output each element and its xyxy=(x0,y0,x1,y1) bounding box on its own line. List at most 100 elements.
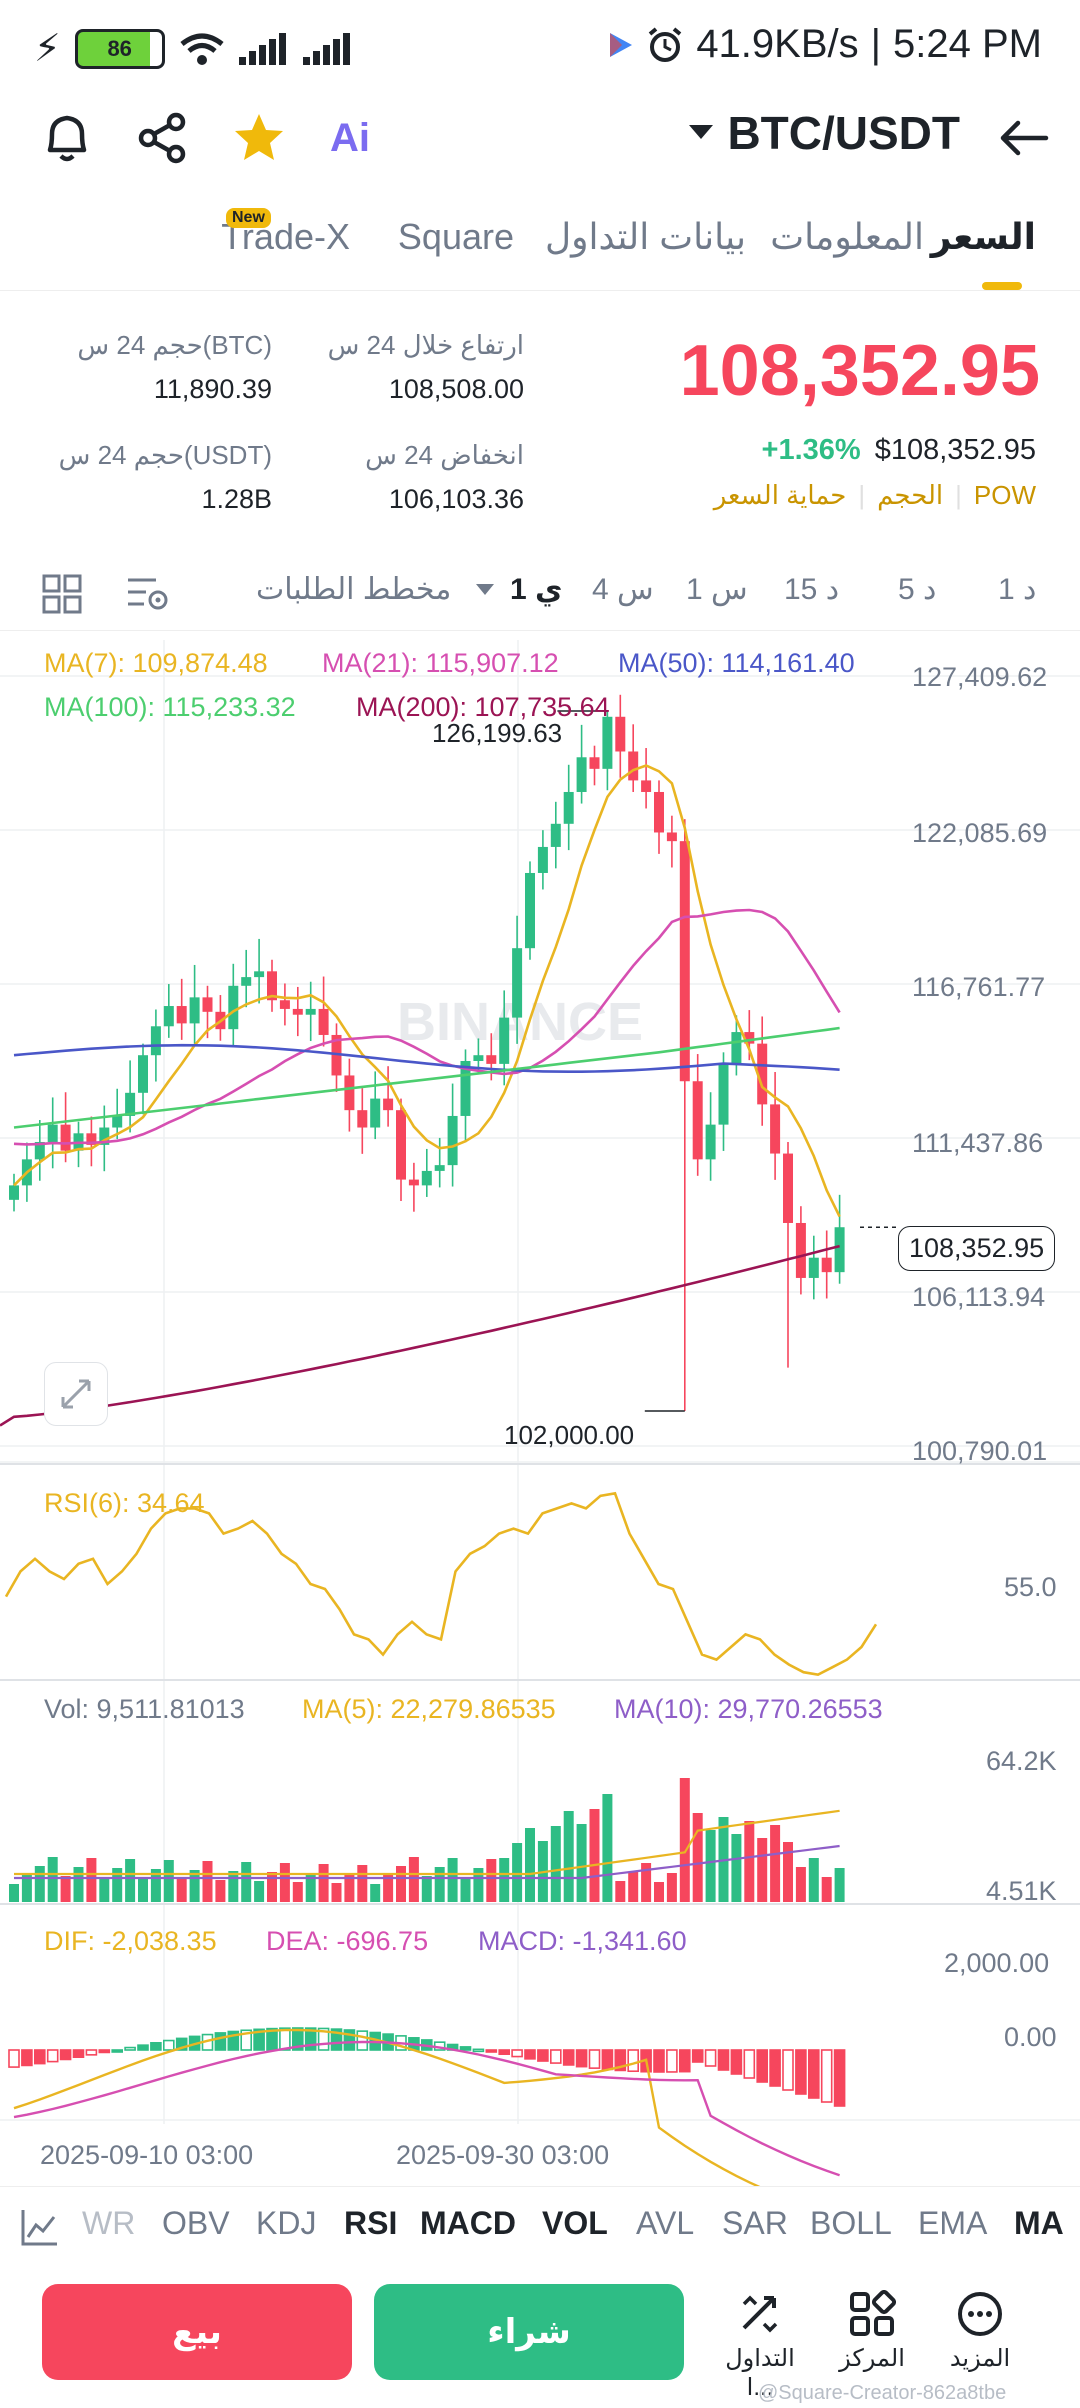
dea-line xyxy=(13,2040,840,2177)
volume-bar xyxy=(408,1857,419,1902)
indicator-sar[interactable]: SAR xyxy=(722,2205,788,2241)
indicator-avl[interactable]: AVL xyxy=(636,2205,695,2241)
candle-body xyxy=(808,1257,819,1278)
volume-bar xyxy=(305,1873,316,1902)
timeframe-1m[interactable]: 1 د xyxy=(998,573,1037,606)
volume-bar xyxy=(254,1881,265,1902)
high-marker: 126,199.63 xyxy=(432,718,563,748)
bottom-action-bar: بيع شراء التداول ا... المركز المزيد @Squ… xyxy=(0,2266,1080,2408)
pair-title: BTC/USDT xyxy=(727,107,960,159)
volume-bar xyxy=(473,1868,484,1902)
volume-bar xyxy=(138,1878,148,1902)
candle-body xyxy=(434,1165,445,1171)
ma100-label: MA(100): 115,233.32 xyxy=(44,692,296,722)
timeframe-1d[interactable]: 1 ي xyxy=(510,573,563,606)
bell-icon[interactable] xyxy=(40,110,94,166)
macd-bar xyxy=(820,2049,833,2103)
candle-body xyxy=(550,823,561,847)
volume-bar xyxy=(99,1877,110,1902)
ai-button[interactable]: Ai xyxy=(330,116,370,160)
macd-bar xyxy=(511,2049,523,2058)
macd-bar xyxy=(537,2049,549,2062)
volume-bar xyxy=(757,1838,768,1902)
timeframe-1h[interactable]: 1 س xyxy=(686,573,748,606)
fullscreen-button[interactable] xyxy=(44,1362,108,1426)
date-label-1: 2025-09-10 03:00 xyxy=(40,2140,254,2170)
indicator-ema[interactable]: EMA xyxy=(918,2205,988,2241)
timeframe-caret-icon[interactable] xyxy=(476,584,494,596)
macd-bar xyxy=(98,2049,111,2054)
tab-price[interactable]: السعر xyxy=(930,216,1036,257)
candle-body xyxy=(757,1043,768,1105)
volume-bar xyxy=(73,1867,84,1902)
tab-trading-data[interactable]: بيانات التداول xyxy=(544,216,746,257)
star-icon[interactable] xyxy=(232,112,286,164)
macd-bar xyxy=(124,2046,136,2051)
indicator-kdj[interactable]: KDJ xyxy=(256,2205,317,2241)
sell-button[interactable]: بيع xyxy=(42,2284,352,2380)
moving-average-lines xyxy=(0,764,841,1427)
buy-button[interactable]: شراء xyxy=(374,2284,684,2380)
indicator-rsi[interactable]: RSI xyxy=(344,2205,398,2241)
volume-bar xyxy=(357,1865,368,1902)
pair-selector[interactable]: BTC/USDT xyxy=(689,106,960,160)
macd-bar xyxy=(8,2049,20,2068)
chart-settings-icon[interactable] xyxy=(126,574,170,614)
kline-chart[interactable]: BINANCE xyxy=(0,630,1080,2186)
indicator-wr[interactable]: WR xyxy=(82,2205,136,2241)
macd-bar xyxy=(678,2049,691,2073)
play-store-icon xyxy=(610,32,633,57)
candle-body xyxy=(370,1098,381,1128)
share-icon[interactable] xyxy=(136,110,190,166)
macd-bar xyxy=(795,2049,807,2095)
layout-grid-icon[interactable] xyxy=(42,574,82,614)
vol-axis-bottom: 4.51K xyxy=(986,1876,1057,1906)
volume-bar xyxy=(318,1864,329,1902)
expand-icon xyxy=(61,1379,91,1409)
tab-square[interactable]: Square xyxy=(397,216,514,257)
timeframe-15m[interactable]: 15 د xyxy=(784,573,840,606)
tag-pow[interactable]: POW xyxy=(973,480,1036,510)
tag-price-protection[interactable]: حماية السعر xyxy=(713,480,847,510)
ma7-line xyxy=(13,764,841,1218)
ma21-label: MA(21): 115,907.12 xyxy=(322,648,559,678)
action-more[interactable]: المزيد xyxy=(930,2290,1030,2373)
candle-body xyxy=(486,1055,497,1064)
order-book-chart[interactable]: مخطط الطلبات xyxy=(256,573,452,606)
action-trade[interactable]: التداول ا... xyxy=(710,2290,810,2402)
tag-volume[interactable]: الحجم xyxy=(877,480,944,510)
candle-body xyxy=(228,985,239,1030)
candle-body xyxy=(783,1153,793,1223)
timeframe-4h[interactable]: 4 س xyxy=(592,573,654,606)
low-24h-value: 106,103.36 xyxy=(388,484,524,514)
price-tags: POW | الحجم | حماية السعر xyxy=(713,480,1036,510)
indicator-macd[interactable]: MACD xyxy=(420,2205,516,2241)
indicator-chart-icon[interactable] xyxy=(20,2207,60,2247)
volume-bar xyxy=(279,1863,290,1902)
volume-bar xyxy=(434,1867,445,1902)
candle-body xyxy=(615,716,626,752)
indicator-obv[interactable]: OBV xyxy=(162,2205,230,2241)
indicator-boll[interactable]: BOLL xyxy=(810,2205,892,2241)
volume-bar xyxy=(267,1872,277,1902)
back-arrow-icon[interactable] xyxy=(998,118,1050,158)
volume-bar xyxy=(821,1877,832,1902)
indicator-vol[interactable]: VOL xyxy=(542,2205,608,2241)
candle-body xyxy=(679,841,690,1082)
volume-bar xyxy=(783,1842,793,1902)
action-positions[interactable]: المركز xyxy=(822,2290,922,2373)
macd-bar xyxy=(304,2027,317,2051)
volume-bar xyxy=(331,1883,342,1902)
candle-body xyxy=(357,1110,368,1128)
action-more-label: المزيد xyxy=(949,2345,1011,2372)
macd-bar xyxy=(472,2048,485,2053)
timeframe-5m[interactable]: 5 د xyxy=(898,573,937,606)
macd-bar xyxy=(627,2049,640,2073)
vol-ma5-line xyxy=(14,1809,840,1876)
tab-info[interactable]: المعلومات xyxy=(770,216,924,257)
volume-bar xyxy=(460,1877,471,1902)
volume-bar xyxy=(808,1858,819,1902)
indicator-ma[interactable]: MA xyxy=(1014,2205,1064,2241)
macd-bar xyxy=(330,2028,343,2051)
volume-bar xyxy=(176,1879,187,1902)
